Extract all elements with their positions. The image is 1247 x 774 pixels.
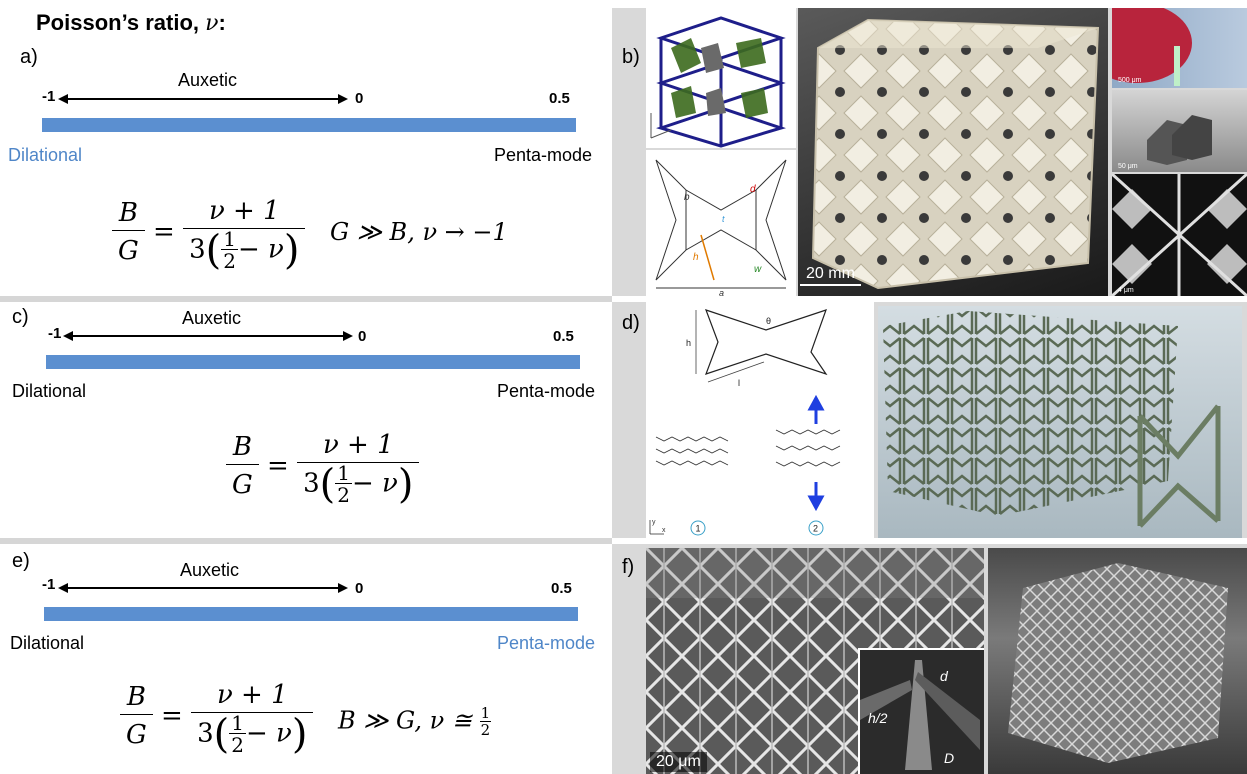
pentamode-label-a: Penta-mode — [494, 145, 593, 165]
tick-zero-c: 0 — [358, 328, 367, 345]
ratio-bar-c — [46, 355, 580, 369]
reentrant-cell-diagram: θ h l y x 1 2 — [646, 302, 874, 538]
tick-zero-e: 0 — [355, 580, 364, 597]
printed-lattice-photo: 20 mm — [798, 8, 1108, 296]
geo-label-b: b — [684, 192, 690, 203]
axis-x: x — [662, 527, 666, 534]
separator-1 — [0, 296, 612, 302]
ratio-bar-a — [42, 118, 576, 132]
pentamode-label-c: Penta-mode — [497, 381, 596, 401]
dilational-label-e: Dilational — [10, 633, 85, 653]
geo-label-h-d: h — [686, 338, 691, 348]
scale-bar-20um: 20 μm — [650, 752, 707, 772]
geo-label-t: t — [722, 214, 725, 224]
inset-label-D: D — [944, 750, 955, 766]
tick-minus-one-c: -1 — [48, 325, 62, 342]
inset-label-d: d — [940, 668, 948, 684]
geo-label-theta: θ — [766, 316, 771, 326]
unit-cell-geometry-drawing: b d t h w a — [646, 150, 796, 296]
panel-label-d: d) — [622, 312, 640, 334]
auxetic-label-c: Auxetic — [182, 308, 242, 328]
scale-bar-50um: 50 μm — [1118, 163, 1138, 170]
pentamode-label-e: Penta-mode — [497, 633, 596, 653]
match-head-photo: 500 μm — [1112, 8, 1247, 88]
panel-label-e: e) — [12, 550, 30, 572]
reentrant-lattice-render — [878, 306, 1242, 538]
pentamode-inset: d h/2 D — [858, 648, 984, 774]
tick-half-c: 0.5 — [553, 328, 574, 345]
auxetic-arrow-a — [58, 94, 348, 104]
scale-bar-4um: 4 μm — [1118, 287, 1134, 294]
pentamode-sem-image: 20 μm d h/2 D — [646, 548, 984, 774]
tick-zero-a: 0 — [355, 90, 364, 107]
panel-label-b: b) — [622, 46, 640, 68]
tick-minus-one-a: -1 — [42, 88, 56, 105]
auxetic-label-a: Auxetic — [178, 70, 238, 90]
scale-bar-500um: 500 μm — [1118, 77, 1142, 84]
micro-lattice-sem: 50 μm — [1112, 90, 1247, 172]
geo-label-l: l — [738, 378, 740, 388]
condition-a: G ≫ B, ν → −1 — [330, 218, 508, 246]
ratio-bar-e — [44, 607, 578, 621]
geo-label-h: h — [693, 252, 699, 263]
auxetic-arrow-e — [58, 583, 348, 593]
tick-half-e: 0.5 — [551, 580, 572, 597]
geo-label-a: a — [719, 288, 724, 296]
dilational-label-a: Dilational — [8, 145, 83, 165]
scale-bar-20mm: 20 mm — [800, 264, 861, 286]
dilational-label-c: Dilational — [12, 381, 87, 401]
figure-title: Poisson’s ratio, ν: — [36, 10, 226, 36]
pentamode-print-photo — [988, 548, 1247, 774]
axis-y: y — [652, 519, 656, 526]
state-1-label: 1 — [696, 524, 701, 534]
unit-cell-3d-image — [646, 8, 796, 148]
auxetic-arrow-c — [63, 331, 353, 341]
panel-label-f: f) — [622, 556, 635, 578]
separator-2 — [0, 538, 612, 544]
geo-label-w: w — [754, 264, 762, 275]
micro-lattice-closeup: 4 μm — [1112, 174, 1247, 296]
geo-label-d: d — [750, 184, 756, 195]
inset-label-h-half: h/2 — [868, 710, 888, 726]
panel-label-a: a) — [20, 46, 38, 68]
tick-minus-one-e: -1 — [42, 576, 56, 593]
tick-half-a: 0.5 — [549, 90, 570, 107]
panel-label-c: c) — [12, 306, 29, 328]
auxetic-label-e: Auxetic — [180, 560, 240, 580]
state-2-label: 2 — [813, 524, 818, 534]
